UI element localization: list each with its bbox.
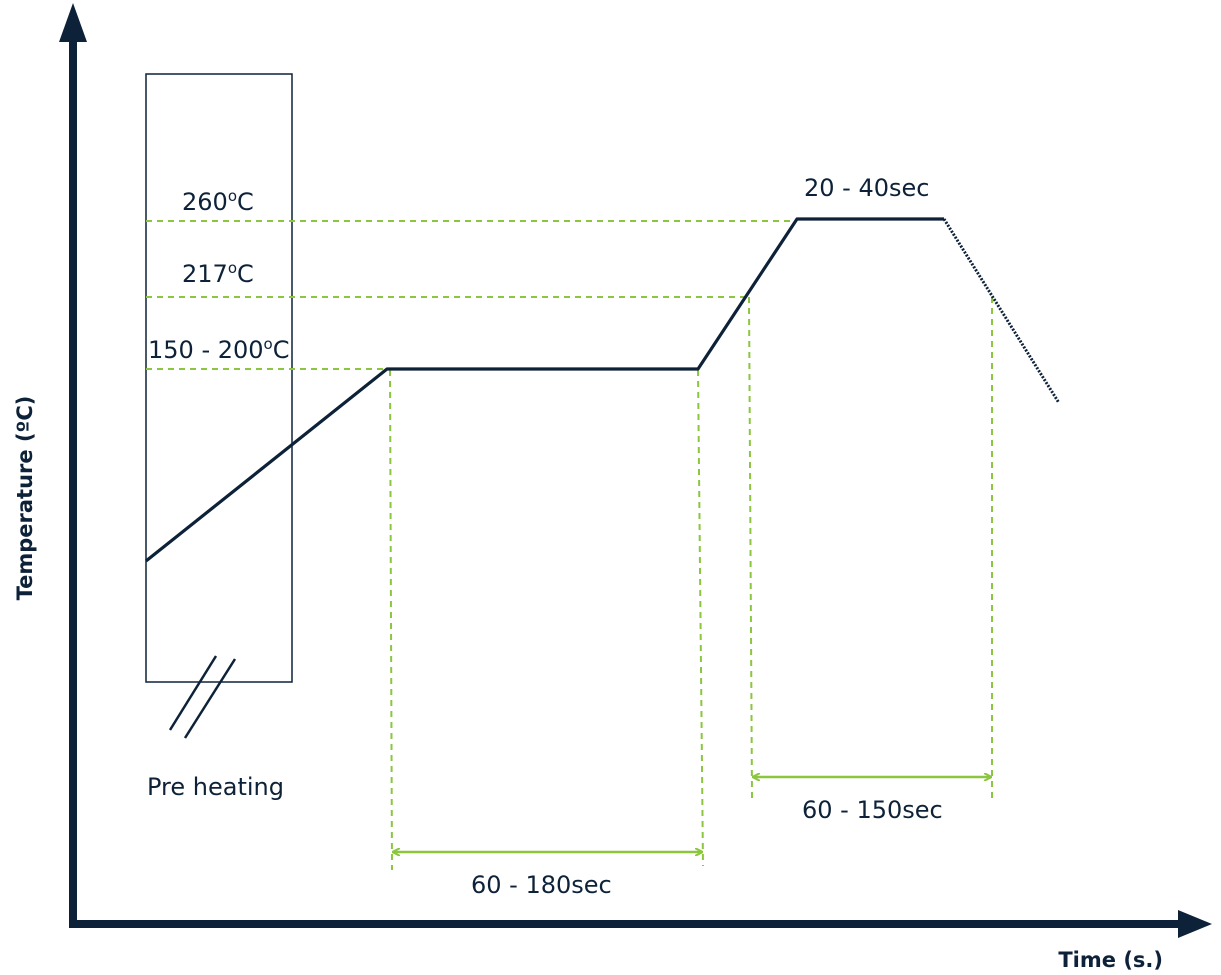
peak-duration-label: 20 - 40sec [804,174,929,202]
preheat-zone: Pre heating [145,73,293,801]
guide-liquidus-start [748,296,753,799]
y-axis-label: Temperature (ºC) [13,396,37,601]
temperature-guides [146,220,797,370]
axis-break-mark [183,658,237,739]
time-guides [389,296,993,871]
profile-line [145,217,944,563]
preheat-label: Pre heating [147,773,284,801]
label-150-200: 150 - 200oC [148,335,290,364]
guide-soak-start [389,369,393,871]
axis-break-mark [168,655,218,731]
duration-arrows [393,777,991,852]
label-260: 260oC [182,187,254,216]
preheat-box [145,73,293,683]
liquidus-duration-label: 60 - 150sec [802,796,943,824]
label-217: 217oC [182,259,254,288]
temperature-labels: 260oC 217oC 150 - 200oC [148,187,290,364]
guide-soak-end [697,369,704,867]
temperature-profile [145,217,1061,563]
y-axis-arrow-icon [59,3,87,42]
cooling-line [942,218,1061,404]
duration-labels: 20 - 40sec 60 - 180sec 60 - 150sec [471,174,943,899]
soak-duration-label: 60 - 180sec [471,871,612,899]
x-axis-arrow-icon [1178,910,1212,938]
x-axis-label: Time (s.) [1058,948,1163,972]
axes: Temperature (ºC) Time (s.) [13,3,1212,972]
